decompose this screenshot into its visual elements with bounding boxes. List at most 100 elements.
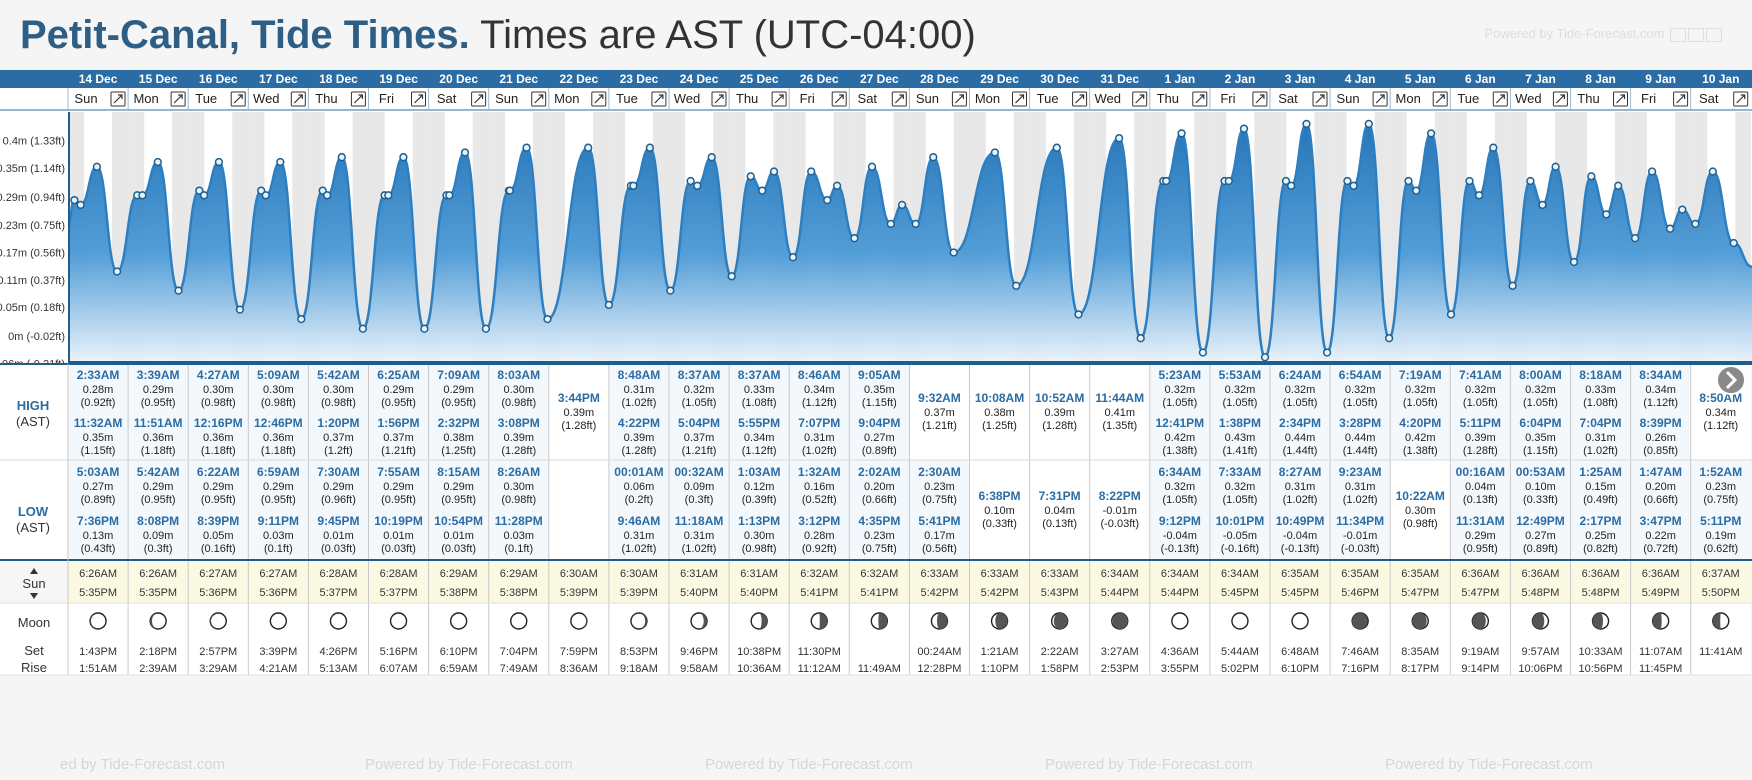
low-tide-height-m: 0.01m bbox=[443, 530, 474, 542]
high-tide-height-ft: (1.08ft) bbox=[1583, 397, 1618, 409]
low-tide-height-ft: (0.2ft) bbox=[625, 494, 654, 506]
night-shade bbox=[1073, 112, 1090, 362]
sunset-time: 5:42PM bbox=[981, 587, 1019, 599]
day-date-label: 16 Dec bbox=[199, 72, 238, 86]
y-axis-panel bbox=[0, 112, 68, 362]
day-date-label: 25 Dec bbox=[740, 72, 779, 86]
sunrise-time: 6:35AM bbox=[1341, 568, 1379, 580]
low-tide-time: 10:49PM bbox=[1276, 514, 1325, 528]
low-tide-height-m: 0.10m bbox=[984, 505, 1015, 517]
high-tide-height-m: 0.37m bbox=[383, 432, 414, 444]
sun-cell bbox=[1149, 560, 1210, 603]
high-tide-point bbox=[1614, 181, 1623, 190]
moonrise-time: 8:36AM bbox=[560, 663, 598, 675]
day-of-week-label: Mon bbox=[975, 91, 1000, 106]
day-date-label: 18 Dec bbox=[319, 72, 358, 86]
high-tide-height-m: 0.31m bbox=[804, 432, 835, 444]
moonset-time: 8:35AM bbox=[1401, 646, 1439, 658]
sunrise-time: 6:33AM bbox=[1041, 568, 1079, 580]
moonrise-time: 4:21AM bbox=[259, 663, 297, 675]
y-tick-label: 0.05m (0.18ft) bbox=[0, 302, 65, 314]
y-tick-label: 0.35m (1.14ft) bbox=[0, 163, 65, 175]
sunset-time: 5:45PM bbox=[1221, 587, 1259, 599]
high-tide-cell bbox=[428, 364, 489, 460]
low-tide-height-ft: (0.33ft) bbox=[1523, 494, 1558, 506]
low-tide-time: 11:18AM bbox=[675, 514, 724, 528]
sunset-time: 5:40PM bbox=[740, 587, 778, 599]
high-tide-height-ft: (0.98ft) bbox=[201, 397, 236, 409]
moonset-time: 8:53PM bbox=[620, 646, 658, 658]
moon-phase-icon bbox=[329, 612, 348, 630]
moonset-time: 1:21AM bbox=[981, 646, 1019, 658]
low-tz-label: (AST) bbox=[16, 520, 50, 535]
location-name: Petit-Canal, Tide Times. bbox=[20, 13, 470, 57]
sun-cell bbox=[1450, 560, 1511, 603]
low-tide-point bbox=[323, 191, 332, 200]
sunrise-time: 6:33AM bbox=[920, 568, 958, 580]
moon-shadow bbox=[878, 613, 888, 629]
sunrise-time: 6:28AM bbox=[319, 568, 357, 580]
night-shade bbox=[1194, 112, 1210, 362]
moonset-time: 11:07AM bbox=[1639, 646, 1682, 658]
moon-shadow bbox=[1712, 613, 1721, 629]
low-tide-time: 5:03AM bbox=[77, 465, 120, 479]
moon-shadow bbox=[1652, 613, 1662, 629]
high-tide-height-ft: (1.28ft) bbox=[622, 445, 657, 457]
high-tide-height-m: 0.37m bbox=[924, 407, 955, 419]
moonset-time: 3:39PM bbox=[259, 646, 297, 658]
day-date-label: 17 Dec bbox=[259, 72, 298, 86]
high-tide-height-ft: (1.28ft) bbox=[1042, 420, 1077, 432]
sunrise-time: 6:34AM bbox=[1101, 568, 1139, 580]
tide-chart-svg: 0.4m (1.33ft) 0.35m (1.14ft) 0.29m (0.94ft… bbox=[0, 70, 1752, 676]
low-tide-height-m: 0.17m bbox=[924, 530, 955, 542]
high-tide-time: 7:04PM bbox=[1580, 416, 1622, 430]
low-tide-time: 7:33AM bbox=[1219, 465, 1262, 479]
low-tide-cell bbox=[308, 460, 369, 560]
high-tide-point bbox=[1465, 176, 1474, 186]
low-tide-point bbox=[1729, 238, 1738, 248]
high-tide-time: 7:09AM bbox=[437, 368, 480, 382]
high-tide-height-m: 0.42m bbox=[1165, 432, 1196, 444]
low-tide-height-m: 0.27m bbox=[83, 481, 114, 493]
sunrise-time: 6:29AM bbox=[440, 568, 478, 580]
high-tide-time: 11:44AM bbox=[1095, 391, 1144, 405]
high-tide-time: 10:08AM bbox=[975, 391, 1024, 405]
moon-shadow bbox=[1472, 613, 1486, 629]
moonrise-time: 10:56PM bbox=[1579, 663, 1623, 675]
low-tide-time: 4:35PM bbox=[858, 514, 900, 528]
high-tide-point bbox=[707, 153, 716, 162]
high-tide-height-ft: (0.98ft) bbox=[261, 397, 296, 409]
high-tide-height-ft: (1.35ft) bbox=[1102, 420, 1137, 432]
sunset-time: 5:41PM bbox=[860, 587, 898, 599]
high-tide-point bbox=[1587, 172, 1596, 181]
high-tide-height-m: 0.39m bbox=[564, 407, 595, 419]
low-tide-point bbox=[235, 305, 245, 314]
high-tide-height-ft: (1.28ft) bbox=[1463, 445, 1498, 457]
low-tide-point bbox=[1287, 181, 1296, 190]
low-tide-cell bbox=[248, 460, 309, 560]
moonrise-time: 6:07AM bbox=[380, 663, 418, 675]
high-tz-label: (AST) bbox=[16, 414, 50, 429]
next-days-button[interactable] bbox=[1716, 365, 1746, 395]
high-tide-time: 9:04PM bbox=[858, 416, 900, 430]
high-tide-point bbox=[1364, 119, 1373, 129]
y-tick-label: 0.17m (0.56ft) bbox=[0, 247, 65, 259]
footer-watermark: ed by Tide-Forecast.com bbox=[60, 756, 226, 773]
low-tide-height-ft: (0.92ft) bbox=[802, 543, 837, 555]
day-date-label: 1 Jan bbox=[1165, 72, 1196, 86]
sunset-time: 5:43PM bbox=[1041, 587, 1079, 599]
high-tide-height-ft: (0.95ft) bbox=[441, 397, 476, 409]
low-tide-cell bbox=[669, 460, 730, 560]
high-tide-height-m: 0.36m bbox=[263, 432, 294, 444]
high-tide-height-m: 0.30m bbox=[203, 384, 234, 396]
moonrise-time: 5:13AM bbox=[319, 663, 357, 675]
high-tide-height-m: 0.34m bbox=[1645, 384, 1676, 396]
low-tide-point bbox=[1260, 353, 1270, 362]
low-tide-time: 11:31AM bbox=[1456, 514, 1505, 528]
high-tide-cell bbox=[188, 364, 249, 460]
sunset-time: 5:37PM bbox=[319, 587, 357, 599]
moonset-time: 4:36AM bbox=[1161, 646, 1199, 658]
expand-icon bbox=[1315, 94, 1325, 104]
high-tide-height-ft: (1.38ft) bbox=[1162, 445, 1197, 457]
expand-icon bbox=[1375, 94, 1385, 104]
